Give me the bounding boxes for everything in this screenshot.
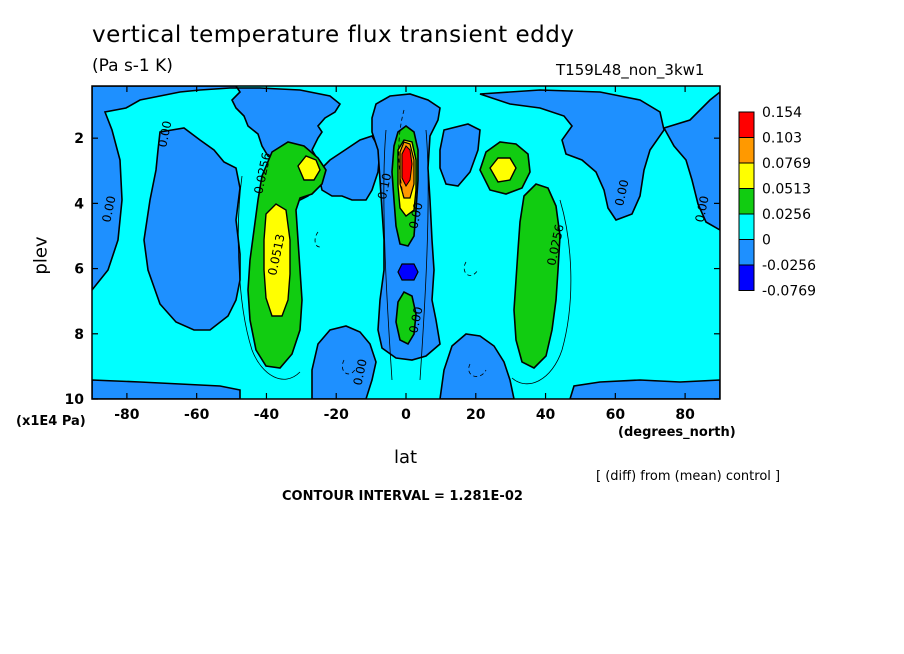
y-ticks: 2 4 6 8 10 <box>65 131 720 408</box>
y-tick-label: 2 <box>74 131 84 147</box>
colorbar-swatch <box>738 137 755 164</box>
pos-yellow-south-upper <box>297 155 321 181</box>
colorbar-label: -0.0256 <box>762 258 816 274</box>
y-tick-label: 6 <box>74 262 84 278</box>
contour-line-4 <box>419 129 429 381</box>
x-tick-label: 60 <box>606 407 626 423</box>
x-axis-label: lat <box>394 447 418 468</box>
pos-yellow-north-upper <box>489 157 517 183</box>
colorbar-label: 0.103 <box>762 131 802 147</box>
contour-label: 0.10 <box>375 172 394 201</box>
contour-line-2 <box>511 199 572 385</box>
colorbar-swatch <box>738 239 755 266</box>
colorbar-swatch <box>738 213 755 240</box>
neg-region-north-lower-right <box>569 379 720 399</box>
contour-line-5 <box>398 109 405 201</box>
x-tick-label: 20 <box>466 407 486 423</box>
contour-line-6 <box>314 231 323 248</box>
y-tick-label: 4 <box>74 196 84 212</box>
neg-region-tropics-west <box>317 135 381 201</box>
diff-note: [ (diff) from (mean) control ] <box>596 469 781 484</box>
y-tick-label: 10 <box>65 392 85 408</box>
neg-region-tropics-east <box>439 123 481 187</box>
neg-region-southwest <box>143 127 241 331</box>
contour-line-3 <box>383 129 393 381</box>
contour-line-1 <box>237 175 301 380</box>
contour-label: 0.00 <box>99 195 118 224</box>
neg-region-south-bottom <box>92 379 241 399</box>
chart-units: (Pa s-1 K) <box>92 56 173 76</box>
x-tick-label: -80 <box>114 407 140 423</box>
pos-red-equator <box>401 145 413 187</box>
contour-label: 0.00 <box>155 120 174 149</box>
y-axis-units: (x1E4 Pa) <box>16 414 86 429</box>
colorbar-label: 0.0513 <box>762 182 811 198</box>
x-tick-label: 40 <box>536 407 556 423</box>
colorbar-swatch <box>738 188 755 215</box>
x-tick-label: -20 <box>324 407 350 423</box>
pos-region-equator-lower <box>395 290 417 346</box>
contour-label: 0.00 <box>406 305 425 334</box>
neg-region-north-lower <box>439 333 515 399</box>
colorbar-swatch <box>738 162 755 189</box>
neg-deep-equator <box>397 263 419 281</box>
contour-lines <box>237 109 572 385</box>
contour-labels: 0.000.02560.000.05130.100.000.000.000.02… <box>99 120 711 387</box>
colorbar-swatch <box>738 111 755 138</box>
colorbar-label: 0 <box>762 233 771 249</box>
colorbar: 0.154 0.103 0.0769 0.0513 0.0256 0 -0.0256 -0.0… <box>738 105 816 300</box>
contour-line-7 <box>463 261 479 276</box>
x-ticks: -80 -60 -40 -20 0 20 40 60 80 <box>114 86 695 423</box>
colorbar-swatch <box>738 264 755 291</box>
x-tick-label: 0 <box>401 407 411 423</box>
run-label: T159L48_non_3kw1 <box>556 61 705 79</box>
neg-region-northeast <box>662 90 720 231</box>
contour-interval: CONTOUR INTERVAL = 1.281E-02 <box>282 489 523 504</box>
neg-region-south-lower <box>311 325 377 399</box>
neg-region-west <box>92 86 342 292</box>
x-tick-label: 80 <box>675 407 695 423</box>
colorbar-label: 0.0769 <box>762 156 811 172</box>
colorbar-label: -0.0769 <box>762 284 816 300</box>
neg-region-east <box>479 89 665 221</box>
chart-title: vertical temperature flux transient eddy <box>92 22 575 48</box>
contour-line-8 <box>342 359 357 375</box>
contour-label: 0.00 <box>351 358 370 387</box>
contour-label: 0.00 <box>406 201 425 230</box>
pos-yellow-south-lower <box>263 203 291 317</box>
x-axis-units: (degrees_north) <box>618 425 736 440</box>
contour-label: 0.00 <box>612 178 631 207</box>
colorbar-label: 0.154 <box>762 105 802 121</box>
pos-region-north-jet <box>513 183 561 369</box>
contour-field <box>92 86 720 399</box>
x-tick-label: -60 <box>184 407 210 423</box>
x-tick-label: -40 <box>254 407 280 423</box>
colorbar-label: 0.0256 <box>762 207 811 223</box>
y-tick-label: 8 <box>74 327 84 343</box>
contour-label: 0.00 <box>693 195 712 224</box>
contour-line-9 <box>468 363 487 377</box>
